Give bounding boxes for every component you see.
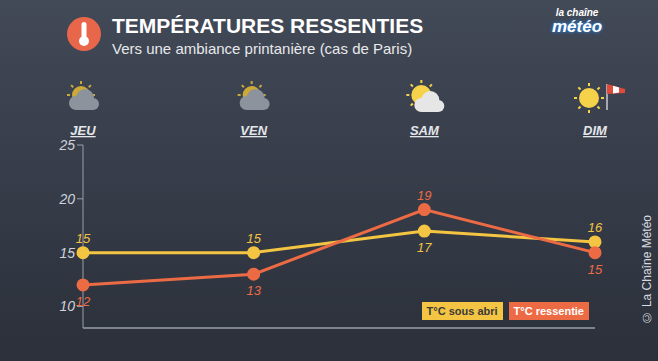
- svg-text:JEU: JEU: [70, 123, 96, 138]
- svg-text:15: 15: [59, 245, 75, 261]
- svg-text:19: 19: [417, 188, 431, 203]
- html-text:© La Chaîne Météo: © La Chaîne Météo: [640, 215, 654, 325]
- svg-text:25: 25: [58, 137, 75, 153]
- html-text:la chaîne: la chaîne: [555, 7, 599, 18]
- svg-text:13: 13: [246, 283, 261, 298]
- html-text:TEMPÉRATURES RESSENTIES: TEMPÉRATURES RESSENTIES: [112, 14, 424, 37]
- svg-text:10: 10: [59, 298, 75, 314]
- svg-text:SAM: SAM: [410, 123, 440, 138]
- svg-text:15: 15: [76, 231, 91, 246]
- svg-text:15: 15: [588, 262, 603, 277]
- svg-text:VEN: VEN: [240, 123, 267, 138]
- html-text:Vers une ambiance printanière: Vers une ambiance printanière (cas de Pa…: [112, 40, 413, 57]
- svg-text:20: 20: [58, 191, 75, 207]
- svg-text:12: 12: [76, 294, 91, 309]
- html-text:T°C ressentie: T°C ressentie: [513, 305, 584, 317]
- svg-text:DIM: DIM: [583, 123, 608, 138]
- svg-text:15: 15: [246, 231, 261, 246]
- svg-text:16: 16: [588, 220, 603, 235]
- html-text:météo: météo: [552, 17, 603, 36]
- html-text:T°C sous abri: T°C sous abri: [426, 305, 498, 317]
- svg-text:17: 17: [417, 240, 432, 255]
